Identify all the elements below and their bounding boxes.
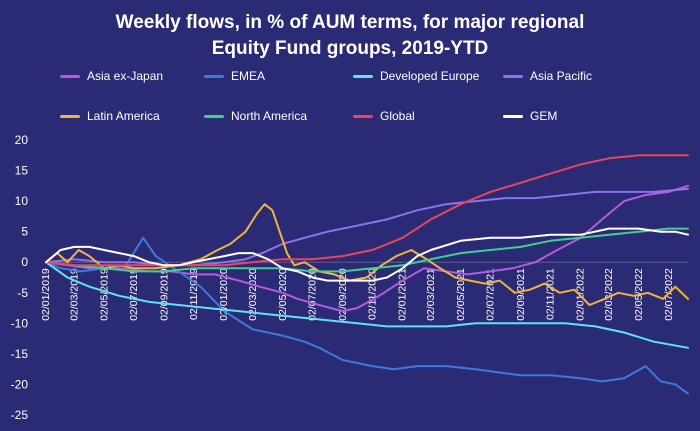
x-tick-label: 02/11/2019 <box>188 268 200 320</box>
series-line-latin-america <box>45 203 689 306</box>
x-tick-label: 02/05/2019 <box>98 268 110 321</box>
chart-title-line-1: Weekly flows, in % of AUM terms, for maj… <box>115 12 585 33</box>
x-tick-label: 02/05/2020 <box>277 268 289 321</box>
y-tick-label: 5 <box>21 225 28 239</box>
x-tick-label: 02/03/2019 <box>69 268 81 321</box>
x-tick-label: 02/03/2020 <box>247 268 259 321</box>
series-line-asia-pacific <box>45 187 689 267</box>
y-tick-label: 10 <box>15 194 29 208</box>
x-tick-label: 02/07/2019 <box>128 268 140 321</box>
x-tick-label: 02/01/2019 <box>40 268 52 321</box>
legend-swatch <box>353 75 373 78</box>
y-tick-label: -25 <box>11 408 29 422</box>
series-line-north-america <box>45 227 689 273</box>
legend-swatch <box>503 115 523 118</box>
y-tick-label: -5 <box>17 286 28 300</box>
chart-title-line-2: Equity Fund groups, 2019-YTD <box>211 38 489 59</box>
legend-swatch <box>60 115 80 118</box>
y-tick-label: -20 <box>11 377 29 391</box>
legend-swatch <box>353 115 373 118</box>
series-line-asia-ex-japan <box>45 184 689 313</box>
x-tick-label: 02/01/2021 <box>396 268 408 321</box>
legend-label: Developed Europe <box>380 69 480 83</box>
y-tick-label: -10 <box>11 316 29 330</box>
x-tick-label: 02/01/2022 <box>574 268 586 321</box>
x-tick-label: 02/09/2021 <box>515 268 527 321</box>
x-tick-label: 02/03/2022 <box>603 268 615 321</box>
x-tick-label: 02/05/2022 <box>633 268 645 321</box>
x-tick-label: 02/07/2020 <box>307 268 319 321</box>
legend-label: Latin America <box>87 109 160 123</box>
chart-title: Weekly flows, in % of AUM terms, for maj… <box>0 10 700 62</box>
legend-label: North America <box>231 109 308 123</box>
x-tick-label: 02/11/2021 <box>545 268 557 320</box>
x-tick-label: 02/09/2020 <box>337 268 349 321</box>
y-tick-label: -15 <box>11 347 29 361</box>
x-tick-label: 02/07/2022 <box>663 268 675 321</box>
series-line-developed-europe <box>45 261 689 349</box>
legend-label: Global <box>380 109 415 123</box>
x-tick-label: 02/11/2020 <box>367 268 379 320</box>
x-tick-label: 02/03/2021 <box>425 268 437 321</box>
y-tick-label: 15 <box>15 164 29 178</box>
series-lines <box>45 154 689 395</box>
legend-swatch <box>503 75 523 78</box>
legend-swatch <box>60 75 80 78</box>
legend-label: EMEA <box>231 69 266 83</box>
y-tick-label: 20 <box>15 133 29 147</box>
series-line-global <box>45 154 689 267</box>
axes: 20 15 10 5 0 -5 -10 -15 -20 -25 02/01/2019 02/03/20… <box>11 133 688 422</box>
x-tick-label: 02/07/2021 <box>485 268 497 321</box>
series-line-emea <box>45 236 689 395</box>
legend-label: Asia ex-Japan <box>87 69 164 83</box>
series-line-gem <box>45 227 689 282</box>
legend-swatch <box>204 115 224 118</box>
x-tick-label: 02/09/2019 <box>158 268 170 321</box>
legend-label: Asia Pacific <box>530 69 593 83</box>
x-tick-label: 02/01/2020 <box>218 268 230 321</box>
y-tick-label: 0 <box>21 255 28 269</box>
legend-label: GEM <box>530 109 558 123</box>
x-tick-label: 02/05/2021 <box>455 268 467 321</box>
legend-swatch <box>204 75 224 78</box>
